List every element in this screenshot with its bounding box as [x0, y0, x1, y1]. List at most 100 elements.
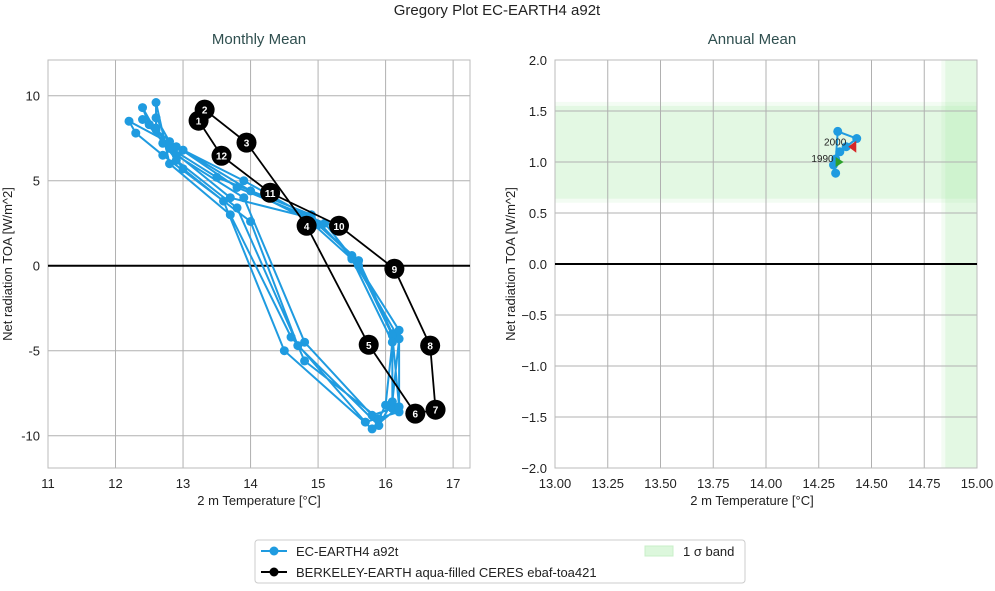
y-tick-label: -10 [21, 429, 40, 444]
data-point [425, 399, 446, 420]
x-tick-label: 13.25 [591, 476, 624, 491]
y-tick-label: -5 [28, 344, 40, 359]
year-label: 1990 [811, 154, 834, 165]
data-point [374, 414, 384, 424]
x-tick-label: 14.00 [750, 476, 783, 491]
data-point [124, 116, 134, 126]
data-point [358, 334, 379, 355]
legend: EC-EARTH4 a92t BERKELEY-EARTH aqua-fille… [254, 539, 746, 584]
data-point [236, 132, 257, 153]
month-label: 2 [202, 106, 208, 117]
month-label: 9 [392, 265, 398, 276]
series-line [126, 102, 401, 431]
x-tick-label: 14 [243, 476, 257, 491]
data-point [384, 258, 405, 279]
y-axis-label: Net radiation TOA [W/m^2] [0, 187, 15, 341]
x-tick-label: 15.00 [961, 476, 994, 491]
x-tick-label: 13.50 [644, 476, 677, 491]
legend-label-band: 1 σ band [683, 544, 734, 559]
data-point [239, 193, 249, 203]
data-point [367, 410, 377, 420]
month-label: 10 [333, 222, 345, 233]
plot-frame [47, 59, 471, 469]
data-point [394, 334, 404, 344]
y-tick-label: 0.5 [529, 206, 547, 221]
data-point [246, 217, 256, 226]
x-tick-label: 16 [378, 476, 392, 491]
x-tick-label: 14.75 [908, 476, 941, 491]
x-tick-label: 13 [176, 476, 190, 491]
y-tick-label: 10 [26, 89, 40, 104]
data-point [367, 424, 377, 434]
data-point [381, 400, 391, 410]
data-point [387, 404, 397, 413]
legend-marker-obs [269, 567, 279, 577]
data-point [151, 113, 161, 123]
data-point [194, 99, 215, 120]
data-point [841, 142, 851, 152]
x-tick-label: 13.75 [697, 476, 730, 491]
data-point [279, 346, 289, 356]
data-point [158, 138, 168, 148]
data-point [239, 176, 249, 186]
data-point [171, 142, 181, 152]
x-tick-label: 11 [41, 476, 55, 491]
y-tick-label: −1.5 [521, 410, 547, 425]
data-point [835, 147, 845, 157]
figure-title: Gregory Plot EC-EARTH4 a92t [394, 2, 601, 19]
data-point [232, 183, 242, 192]
y-axis-label: Net radiation TOA [W/m^2] [503, 187, 518, 341]
data-point [360, 417, 370, 427]
data-point [329, 215, 350, 236]
month-label: 11 [265, 189, 276, 200]
data-point [833, 126, 843, 136]
annual-mean-panel: Annual Mean 13.00 13.25 13.50 13.75 14.00 14.2… [503, 31, 993, 508]
month-label: 1 [196, 117, 202, 128]
y-tick-label: 1.5 [529, 104, 547, 119]
data-point [138, 115, 148, 124]
y-tick-label: 0.0 [529, 257, 547, 272]
panel-title: Annual Mean [708, 31, 796, 48]
month-label: 8 [427, 342, 433, 353]
data-point [387, 330, 397, 340]
data-point [165, 137, 175, 147]
month-label: 5 [366, 341, 372, 352]
data-point [347, 254, 357, 264]
x-tick-label: 17 [446, 476, 460, 491]
data-point [225, 210, 235, 220]
x-tick-label: 12 [108, 476, 122, 491]
y-tick-label: 0 [33, 259, 40, 274]
data-point [374, 421, 384, 430]
data-point [151, 98, 161, 107]
data-point [420, 335, 441, 356]
data-point [387, 397, 397, 407]
x-tick-label: 13.00 [539, 476, 572, 491]
month-label: 4 [304, 222, 310, 233]
month-label: 6 [413, 410, 419, 421]
year-marker [835, 157, 844, 167]
data-point [232, 203, 242, 213]
legend-label-model: EC-EARTH4 a92t [296, 544, 399, 559]
data-point [405, 403, 426, 424]
data-point [225, 193, 235, 203]
data-point [151, 123, 161, 133]
data-point [296, 215, 317, 236]
data-point [246, 186, 256, 196]
data-point [211, 145, 232, 166]
data-point [354, 261, 364, 271]
year-label: 2000 [824, 138, 847, 149]
data-point [831, 168, 841, 178]
month-label: 12 [216, 152, 228, 163]
legend-marker-model [269, 546, 279, 556]
y-tick-label: 2.0 [529, 53, 547, 68]
legend-label-obs: BERKELEY-EARTH aqua-filled CERES ebaf-to… [296, 565, 597, 580]
year-marker [848, 140, 857, 153]
data-point [158, 150, 168, 160]
data-point [300, 337, 310, 347]
data-point [394, 325, 404, 335]
data-point [219, 196, 229, 206]
x-tick-label: 14.25 [802, 476, 835, 491]
y-tick-label: 1.0 [529, 155, 547, 170]
